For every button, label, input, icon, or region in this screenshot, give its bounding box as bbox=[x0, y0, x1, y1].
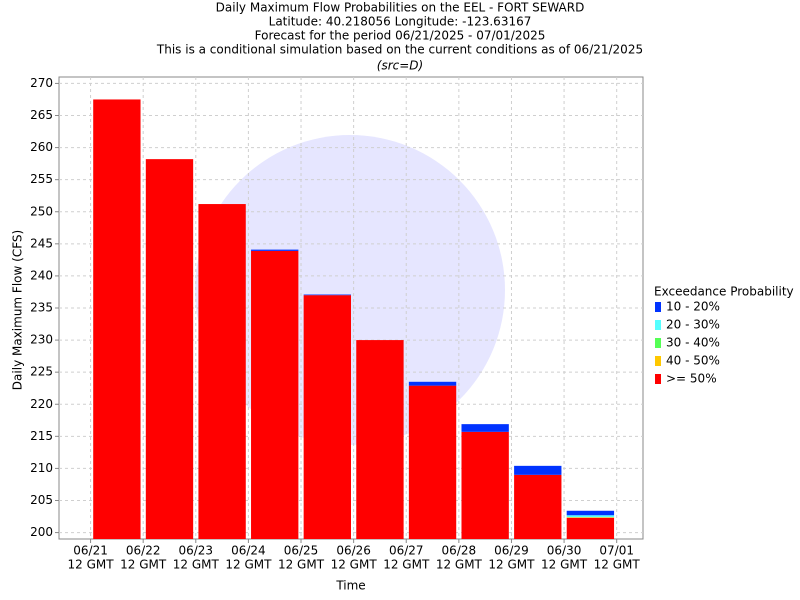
legend-swatch bbox=[655, 320, 661, 330]
x-tick-label: 12 GMT bbox=[541, 558, 588, 572]
x-axis-label: Time bbox=[335, 579, 365, 593]
x-tick-label: 12 GMT bbox=[383, 558, 430, 572]
chart-subtitle: Forecast for the period 06/21/2025 - 07/… bbox=[255, 29, 546, 43]
bar-segment bbox=[303, 294, 351, 296]
bar-segment bbox=[198, 204, 246, 540]
bar-segment bbox=[408, 381, 457, 386]
x-tick-label: 12 GMT bbox=[173, 558, 220, 572]
bar-segment bbox=[566, 510, 615, 516]
legend-swatch bbox=[655, 338, 661, 348]
bar-segment bbox=[408, 385, 457, 539]
x-tick-label: 12 GMT bbox=[225, 558, 272, 572]
source: (src=D) bbox=[377, 59, 423, 73]
bar-segment bbox=[145, 159, 194, 539]
y-tick-label: 235 bbox=[30, 301, 53, 315]
legend-label: >= 50% bbox=[666, 372, 717, 386]
legend-title: Exceedance Probability bbox=[654, 285, 794, 299]
x-tick-label: 06/22 bbox=[126, 544, 161, 558]
y-tick-label: 230 bbox=[30, 333, 53, 347]
y-tick-label: 225 bbox=[30, 365, 53, 379]
legend-label: 10 - 20% bbox=[666, 300, 720, 314]
bar-segment bbox=[93, 99, 141, 539]
chart-subtitle: Latitude: 40.218056 Longitude: -123.6316… bbox=[269, 15, 532, 29]
legend-label: 40 - 50% bbox=[666, 354, 720, 368]
bar-segment bbox=[356, 340, 404, 539]
y-tick-label: 255 bbox=[30, 172, 53, 186]
bar-segment bbox=[461, 424, 509, 432]
legend-swatch bbox=[655, 356, 661, 366]
x-tick-label: 06/23 bbox=[178, 544, 213, 558]
bar-segment bbox=[566, 517, 615, 539]
bar-segment bbox=[514, 474, 562, 539]
y-tick-label: 250 bbox=[30, 204, 53, 218]
x-tick-label: 06/25 bbox=[284, 544, 319, 558]
bar-segment bbox=[251, 250, 299, 539]
legend-label: 20 - 30% bbox=[666, 318, 720, 332]
x-tick-label: 12 GMT bbox=[594, 558, 641, 572]
bar-segment bbox=[514, 465, 562, 475]
x-tick-label: 06/27 bbox=[389, 544, 424, 558]
y-tick-label: 210 bbox=[30, 461, 53, 475]
y-tick-label: 220 bbox=[30, 397, 53, 411]
y-tick-label: 200 bbox=[30, 525, 53, 539]
bar-segment bbox=[303, 295, 351, 539]
x-tick-label: 06/26 bbox=[336, 544, 371, 558]
bar-segment bbox=[566, 517, 615, 518]
bar-segment bbox=[461, 431, 509, 539]
chart-subtitle: This is a conditional simulation based o… bbox=[156, 43, 643, 57]
y-axis-label: Daily Maximum Flow (CFS) bbox=[11, 230, 25, 390]
x-tick-label: 12 GMT bbox=[120, 558, 167, 572]
y-tick-label: 245 bbox=[30, 236, 53, 250]
x-tick-label: 06/24 bbox=[231, 544, 266, 558]
x-tick-label: 12 GMT bbox=[331, 558, 378, 572]
x-tick-label: 06/28 bbox=[442, 544, 477, 558]
legend-swatch bbox=[655, 374, 661, 384]
y-tick-label: 270 bbox=[30, 76, 53, 90]
x-tick-label: 06/29 bbox=[494, 544, 529, 558]
legend-label: 30 - 40% bbox=[666, 336, 720, 350]
x-tick-label: 12 GMT bbox=[436, 558, 483, 572]
x-tick-label: 12 GMT bbox=[68, 558, 115, 572]
legend-swatch bbox=[655, 302, 661, 312]
x-tick-label: 12 GMT bbox=[488, 558, 535, 572]
bar-segment bbox=[566, 515, 615, 518]
x-tick-label: 12 GMT bbox=[278, 558, 325, 572]
x-tick-label: 06/21 bbox=[73, 544, 108, 558]
chart-title: Daily Maximum Flow Probabilities on the … bbox=[216, 1, 585, 15]
y-tick-label: 240 bbox=[30, 268, 53, 282]
y-tick-label: 260 bbox=[30, 140, 53, 154]
x-tick-label: 07/01 bbox=[599, 544, 634, 558]
y-tick-label: 205 bbox=[30, 493, 53, 507]
y-tick-label: 215 bbox=[30, 429, 53, 443]
bar-segment bbox=[251, 249, 299, 251]
x-tick-label: 06/30 bbox=[547, 544, 582, 558]
y-tick-label: 265 bbox=[30, 108, 53, 122]
